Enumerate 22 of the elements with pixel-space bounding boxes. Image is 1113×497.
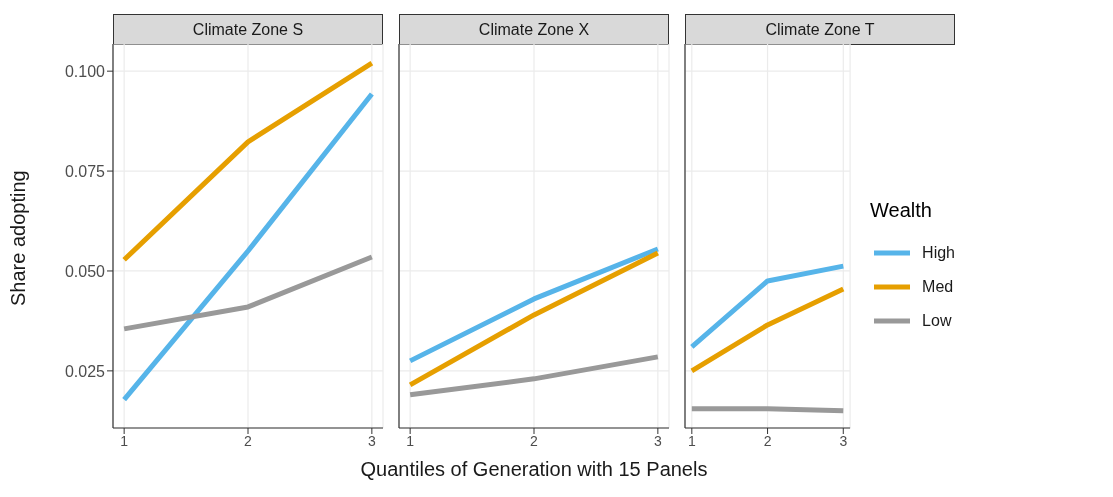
chart-title: Climate Zone S	[192, 20, 304, 39]
x-tick-label: 1	[406, 432, 415, 449]
x-tick-label: 1	[687, 432, 696, 449]
x-tick-label: 3	[839, 432, 848, 449]
legend-label: High	[922, 243, 955, 262]
y-axis-title: Share adopting	[7, 170, 30, 306]
legend-title: Wealth	[870, 198, 933, 222]
x-tick-label: 2	[530, 432, 539, 449]
y-tick-label: 0.075	[64, 162, 106, 180]
y-tick-label: 0.025	[64, 362, 106, 380]
x-tick-label: 1	[120, 432, 129, 449]
chart-title: Climate Zone T	[765, 20, 875, 39]
x-tick-label: 3	[367, 432, 376, 449]
chart-title: Climate Zone X	[478, 20, 590, 39]
legend-label: Med	[922, 277, 954, 296]
y-tick-label: 0.050	[64, 262, 106, 280]
x-tick-label: 2	[244, 432, 253, 449]
x-tick-label: 2	[763, 432, 772, 449]
x-tick-label: 3	[653, 432, 662, 449]
y-tick-label: 0.100	[64, 62, 106, 80]
legend-label: Low	[922, 311, 952, 330]
x-axis-title: Quantiles of Generation with 15 Panels	[359, 458, 709, 481]
